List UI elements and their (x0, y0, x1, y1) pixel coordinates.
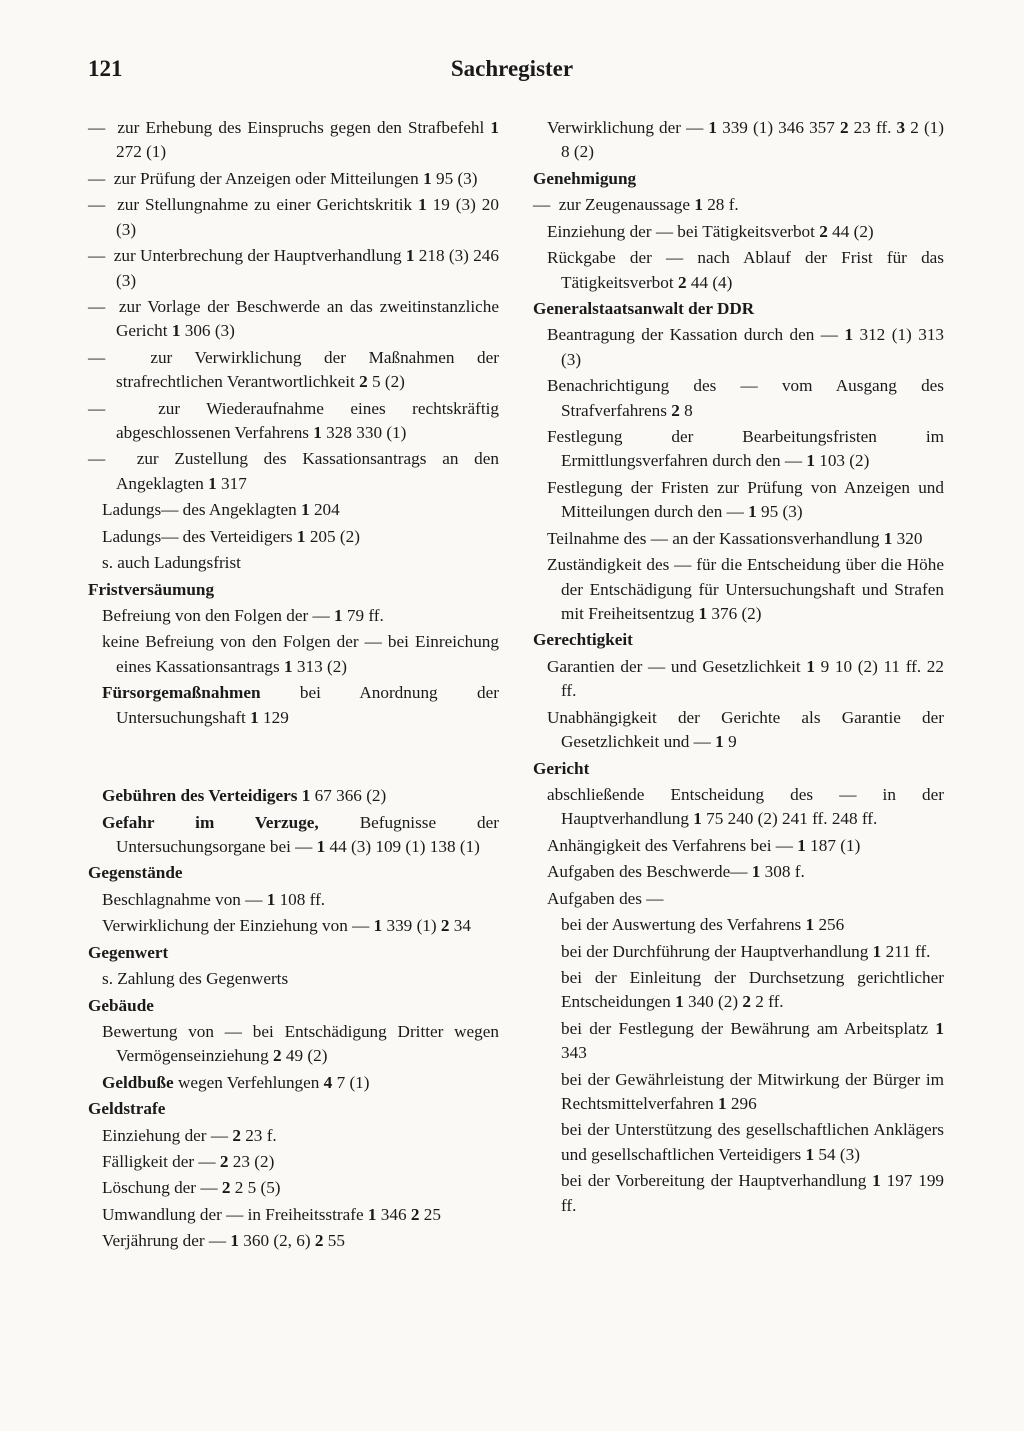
index-entry: Festlegung der Bearbeitungsfristen im Er… (533, 425, 944, 474)
index-subentry: bei der Gewährleistung der Mitwirkung de… (533, 1068, 944, 1117)
index-subentry: bei der Unterstützung des gesellschaftli… (533, 1118, 944, 1167)
index-subentry: bei der Festlegung der Bewährung am Arbe… (533, 1017, 944, 1066)
index-entry: Fälligkeit der — 2 23 (2) (88, 1150, 499, 1174)
index-page: 121 Sachregister — zur Erhebung des Eins… (0, 0, 1024, 1431)
index-entry: Fürsorgemaßnahmen bei Anordnung der Unte… (88, 681, 499, 730)
index-entry: Festlegung der Fristen zur Prüfung von A… (533, 476, 944, 525)
page-title: Sachregister (451, 56, 573, 82)
index-entry: — zur Erhebung des Einspruchs gegen den … (88, 116, 499, 165)
index-heading: Gericht (533, 757, 944, 781)
index-heading: Gegenwert (88, 941, 499, 965)
index-entry: Geldbuße wegen Verfehlungen 4 7 (1) (88, 1071, 499, 1095)
index-subentry: bei der Durchführung der Hauptverhandlun… (533, 940, 944, 964)
index-entry: Aufgaben des — (533, 887, 944, 911)
index-entry: abschließende Entscheidung des — in der … (533, 783, 944, 832)
page-number: 121 (88, 56, 123, 82)
index-entry: — zur Unterbrechung der Hauptverhandlung… (88, 244, 499, 293)
index-entry: s. auch Ladungsfrist (88, 551, 499, 575)
index-entry: Einziehung der — bei Tätigkeitsverbot 2 … (533, 220, 944, 244)
index-subentry: bei der Vorbereitung der Hauptverhandlun… (533, 1169, 944, 1218)
index-entry: Rückgabe der — nach Ablauf der Frist für… (533, 246, 944, 295)
index-entry: — zur Prüfung der Anzeigen oder Mitteilu… (88, 167, 499, 191)
index-entry: Anhängigkeit des Verfahrens bei — 1 187 … (533, 834, 944, 858)
index-entry: Befreiung von den Folgen der — 1 79 ff. (88, 604, 499, 628)
index-heading: Gerechtigkeit (533, 628, 944, 652)
index-columns: — zur Erhebung des Einspruchs gegen den … (88, 116, 944, 1256)
index-entry: — zur Zeugenaussage 1 28 f. (533, 193, 944, 217)
index-subentry: bei der Einleitung der Durchsetzung geri… (533, 966, 944, 1015)
left-column: — zur Erhebung des Einspruchs gegen den … (88, 116, 499, 1256)
index-subentry: bei der Auswertung des Verfahrens 1 256 (533, 913, 944, 937)
index-heading: Generalstaatsanwalt der DDR (533, 297, 944, 321)
right-column: Verwirklichung der — 1 339 (1) 346 357 2… (533, 116, 944, 1256)
index-entry: Garantien der — und Gesetzlichkeit 1 9 1… (533, 655, 944, 704)
index-heading: Gegenstände (88, 861, 499, 885)
index-heading: Geldstrafe (88, 1097, 499, 1121)
index-entry: s. Zahlung des Gegenwerts (88, 967, 499, 991)
index-entry: Benachrichtigung des — vom Ausgang des S… (533, 374, 944, 423)
index-heading: Fristversäumung (88, 578, 499, 602)
index-entry: Ladungs— des Angeklagten 1 204 (88, 498, 499, 522)
index-entry: — zur Vorlage der Beschwerde an das zwei… (88, 295, 499, 344)
index-entry: — zur Wiederaufnahme eines rechtskräftig… (88, 397, 499, 446)
index-entry: Aufgaben des Beschwerde— 1 308 f. (533, 860, 944, 884)
index-entry: Zuständigkeit des — für die Entscheidung… (533, 553, 944, 626)
index-entry: Bewertung von — bei Entschädigung Dritte… (88, 1020, 499, 1069)
index-entry: Verwirklichung der — 1 339 (1) 346 357 2… (533, 116, 944, 165)
index-entry: keine Befreiung von den Folgen der — bei… (88, 630, 499, 679)
index-entry: Gebühren des Verteidigers 1 67 366 (2) (88, 784, 499, 808)
index-entry: Beschlagnahme von — 1 108 ff. (88, 888, 499, 912)
page-header: 121 Sachregister (88, 56, 944, 82)
index-entry: — zur Verwirklichung der Maßnahmen der s… (88, 346, 499, 395)
index-heading: Gebäude (88, 994, 499, 1018)
index-entry: Ladungs— des Verteidigers 1 205 (2) (88, 525, 499, 549)
index-entry: Löschung der — 2 2 5 (5) (88, 1176, 499, 1200)
index-entry: Teilnahme des — an der Kassationsverhand… (533, 527, 944, 551)
section-gap (88, 732, 499, 784)
index-entry: Beantragung der Kassation durch den — 1 … (533, 323, 944, 372)
index-entry: Einziehung der — 2 23 f. (88, 1124, 499, 1148)
index-heading: Genehmigung (533, 167, 944, 191)
index-entry: Unabhängigkeit der Gerichte als Garantie… (533, 706, 944, 755)
index-entry: — zur Stellungnahme zu einer Gerichtskri… (88, 193, 499, 242)
index-entry: — zur Zustellung des Kassationsantrags a… (88, 447, 499, 496)
index-entry: Gefahr im Verzuge, Befugnisse der Unters… (88, 811, 499, 860)
index-entry: Verwirklichung der Einziehung von — 1 33… (88, 914, 499, 938)
index-entry: Verjährung der — 1 360 (2, 6) 2 55 (88, 1229, 499, 1253)
index-entry: Umwandlung der — in Freiheitsstrafe 1 34… (88, 1203, 499, 1227)
